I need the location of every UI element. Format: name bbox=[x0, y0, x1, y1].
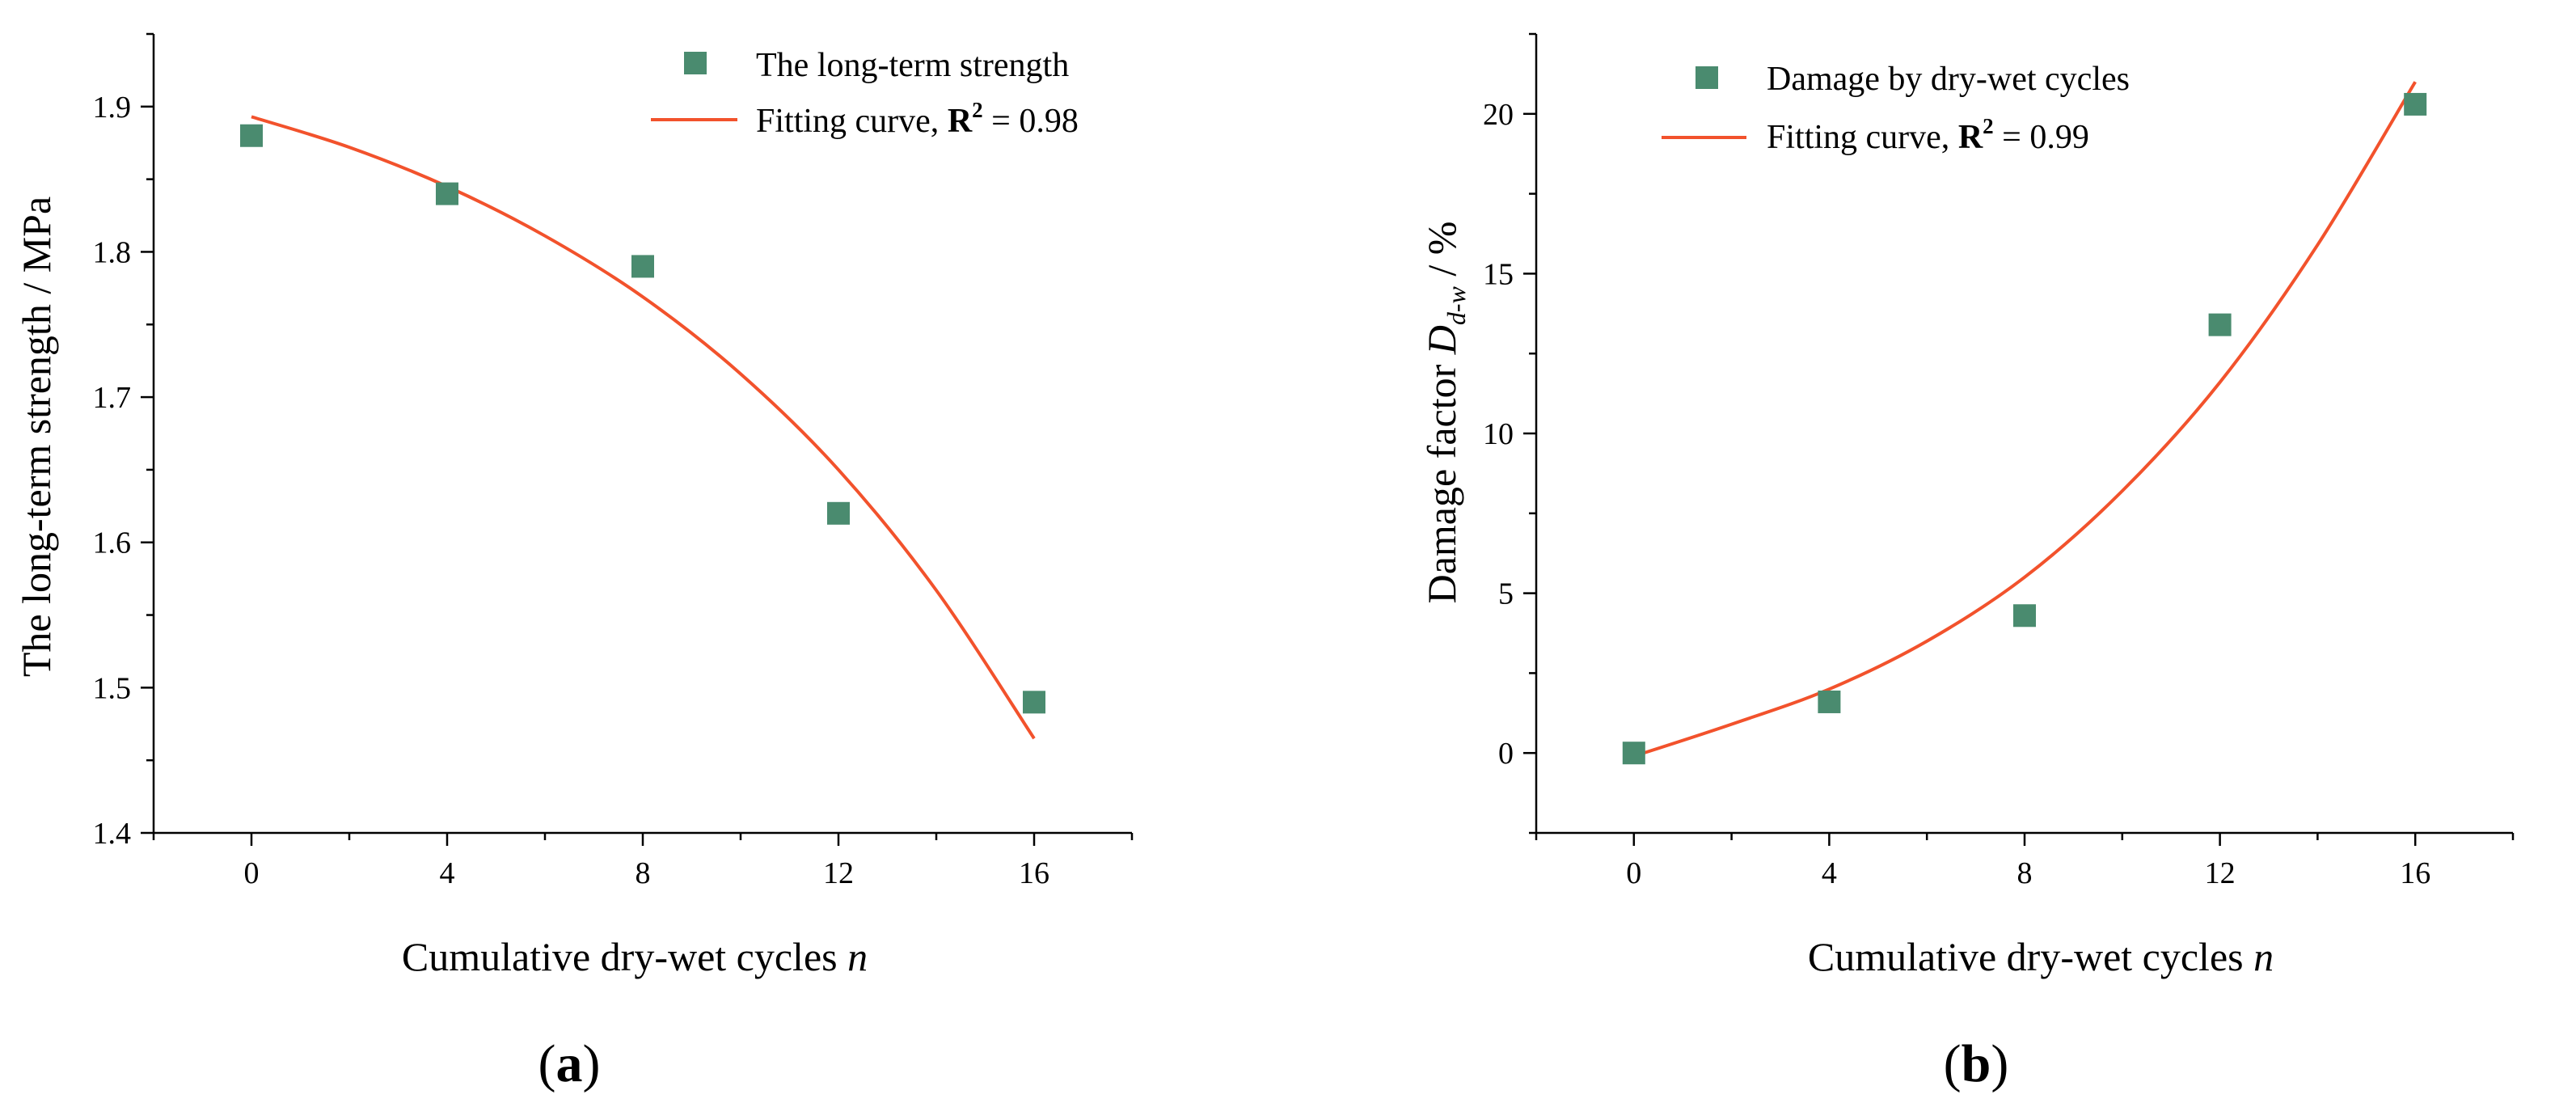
panel-b-legend-points-label: Damage by dry-wet cycles bbox=[1767, 61, 2130, 98]
panel-a-label-close: ) bbox=[583, 1034, 601, 1093]
panel-b-y-tick-label: 10 bbox=[1483, 417, 1514, 451]
panel-b-x-tick-label: 0 bbox=[1626, 856, 1641, 890]
panel-a-x-tick-label: 0 bbox=[244, 856, 260, 890]
panel-b-legend-r2-symbol: R bbox=[1958, 119, 1983, 156]
panel-a-label-letter: a bbox=[556, 1034, 583, 1093]
panel-b-data-point bbox=[2404, 92, 2427, 116]
panel-b-y-axis-title: Damage factor Dd-w / % bbox=[1419, 222, 1471, 604]
panel-b-label-close: ) bbox=[1991, 1034, 2008, 1093]
panel-b-fit-line bbox=[1633, 81, 2417, 759]
panel-a-legend-r2-value: = 0.98 bbox=[983, 103, 1079, 140]
panel-b-data-point bbox=[2208, 313, 2232, 336]
panel-a-data-point bbox=[1023, 691, 1045, 714]
panel-a-fit-line bbox=[251, 115, 1036, 740]
panel-b-legend-marker bbox=[1696, 66, 1718, 89]
panel-a-legend-fit-label: Fitting curve, R2 = 0.98 bbox=[756, 98, 1079, 140]
panel-b-x-tick-label: 16 bbox=[2400, 856, 2430, 890]
panel-b-legend-r2-value: = 0.99 bbox=[1994, 119, 2089, 156]
panel-b-chart: 0 4 8 12 16 0 5 10 15 20 Damage by dry-wet cycles… bbox=[1419, 32, 2515, 1093]
panel-a-data-point bbox=[827, 501, 850, 525]
panel-a-data-point bbox=[436, 182, 458, 205]
panel-b-label-open: ( bbox=[1944, 1034, 1962, 1093]
panel-a-y-tick-label: 1.7 bbox=[93, 381, 132, 415]
panel-b-legend: Damage by dry-wet cycles Fitting curve, … bbox=[1662, 61, 2130, 156]
panel-a-legend-points-label: The long-term strength bbox=[756, 47, 1069, 84]
panel-a-axes: 0 4 8 12 16 1.4 1.5 1.6 1.7 1.8 1.9 bbox=[93, 32, 1134, 890]
panel-a-legend-r2-symbol: R bbox=[948, 103, 973, 140]
panel-b-x-tick-label: 12 bbox=[2205, 856, 2236, 890]
panel-a-x-axis-title: Cumulative dry-wet cycles n bbox=[402, 934, 868, 979]
panel-b-fit-line-group bbox=[1633, 81, 2417, 759]
panel-a-chart: 0 4 8 12 16 1.4 1.5 1.6 1.7 1.8 1.9 The long-term … bbox=[14, 32, 1134, 1093]
panel-b-x-axis-title: Cumulative dry-wet cycles n bbox=[1808, 934, 2274, 979]
panel-b-y-axis-title-prefix: Damage factor bbox=[1419, 354, 1464, 603]
panel-a-x-tick-label: 4 bbox=[440, 856, 455, 890]
panel-b-label: (b) bbox=[1944, 1034, 2009, 1093]
panel-b-y-tick-label: 15 bbox=[1483, 257, 1514, 291]
panel-b-y-axis-var: D bbox=[1419, 325, 1464, 355]
panel-b-y-tick-label: 5 bbox=[1498, 577, 1514, 611]
panel-a-y-axis-title: The long-term strength / MPa bbox=[14, 197, 59, 677]
panel-a-legend-fit-name: Fitting curve, bbox=[756, 103, 948, 140]
panel-b-y-axis-title-suffix: / % bbox=[1419, 222, 1464, 287]
panel-a-y-tick-label: 1.8 bbox=[93, 235, 132, 269]
panel-b-legend-r2-sup: 2 bbox=[1983, 114, 1994, 138]
panel-b-y-axis-sub: d-w bbox=[1442, 285, 1471, 325]
panel-b-legend-fit-label: Fitting curve, R2 = 0.99 bbox=[1767, 114, 2089, 156]
panel-a-x-axis-title-text: Cumulative dry-wet cycles bbox=[402, 934, 847, 979]
panel-b-x-axis-title-text: Cumulative dry-wet cycles bbox=[1808, 934, 2253, 979]
panel-a-y-tick-label: 1.9 bbox=[93, 91, 132, 125]
panel-a-label: (a) bbox=[538, 1034, 601, 1093]
panel-b-y-tick-label: 20 bbox=[1483, 98, 1514, 132]
panel-a-label-open: ( bbox=[538, 1034, 556, 1093]
panel-a-points-group bbox=[240, 124, 1045, 714]
panel-a-y-tick-label: 1.4 bbox=[93, 817, 132, 851]
panel-b-data-point bbox=[1622, 742, 1645, 765]
panel-a-x-tick-label: 12 bbox=[823, 856, 854, 890]
panel-a-x-tick-label: 8 bbox=[636, 856, 651, 890]
panel-a-data-point bbox=[631, 255, 654, 278]
panel-a-legend-r2-sup: 2 bbox=[972, 98, 983, 122]
panel-b-y-tick-label: 0 bbox=[1498, 737, 1514, 771]
panel-a-y-tick-label: 1.5 bbox=[93, 671, 132, 705]
panel-a-legend-marker bbox=[684, 52, 707, 74]
panel-b-x-axis-var: n bbox=[2253, 934, 2274, 979]
panel-a-y-tick-label: 1.6 bbox=[93, 526, 132, 560]
panel-b-label-letter: b bbox=[1962, 1034, 1991, 1093]
panel-b-data-point bbox=[2013, 604, 2036, 628]
panel-b-axes: 0 4 8 12 16 0 5 10 15 20 bbox=[1483, 32, 2515, 890]
panel-b-x-tick-label: 8 bbox=[2017, 856, 2033, 890]
panel-a-data-point bbox=[240, 124, 263, 147]
panel-a-x-tick-label: 16 bbox=[1019, 856, 1049, 890]
panel-a-legend: The long-term strength Fitting curve, R2… bbox=[651, 47, 1079, 140]
panel-a-fit-line-group bbox=[251, 115, 1036, 740]
panel-b-data-point bbox=[1818, 690, 1841, 713]
panel-b-x-tick-label: 4 bbox=[1822, 856, 1837, 890]
panel-b-points-group bbox=[1622, 92, 2427, 765]
panel-a-x-axis-var: n bbox=[847, 934, 868, 979]
panel-b-legend-fit-name: Fitting curve, bbox=[1767, 119, 1958, 156]
